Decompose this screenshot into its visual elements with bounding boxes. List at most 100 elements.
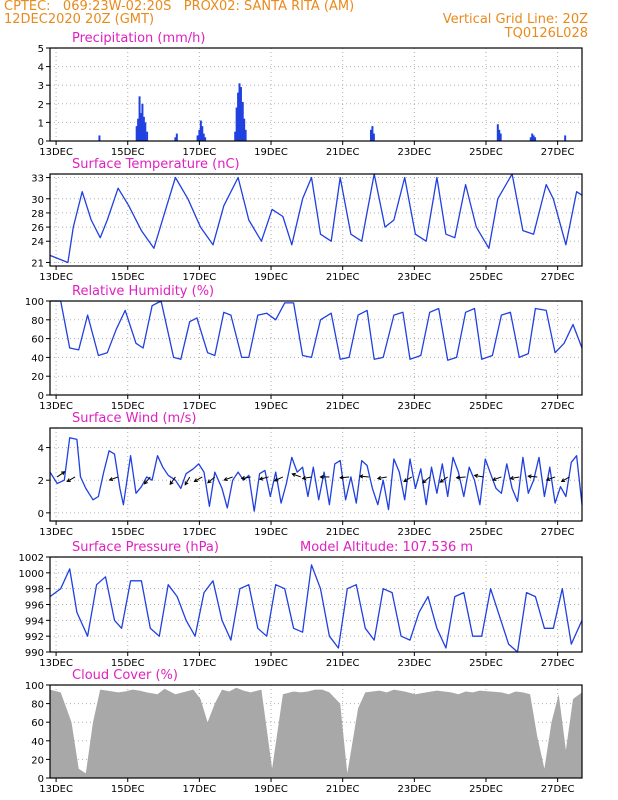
cloud-xtick-label: 15DEC <box>111 784 145 795</box>
wind-xtick-label: 19DEC <box>254 527 288 538</box>
wind-vector-head <box>184 481 189 486</box>
cloud-xtick-label: 17DEC <box>183 784 217 795</box>
precip-bar <box>237 92 240 141</box>
temp-xtick-label: 21DEC <box>326 272 360 283</box>
rh-xtick-label: 17DEC <box>183 401 217 412</box>
precip-bar <box>534 137 537 141</box>
pres-xtick-label: 19DEC <box>254 658 288 669</box>
temp-xtick-label: 27DEC <box>541 272 575 283</box>
precip-ytick-label: 5 <box>38 44 44 55</box>
wind-vector <box>194 476 203 482</box>
rh-title: Relative Humidity (%) <box>72 284 214 299</box>
precip-bar <box>146 131 149 141</box>
wind-vector <box>56 471 65 478</box>
temp-series-line <box>49 173 583 264</box>
precip-bar <box>137 118 140 141</box>
precip-frame <box>49 47 583 142</box>
header-datetime: 12DEC2020 20Z (GMT) <box>4 12 155 27</box>
pres-xtick-label: 23DEC <box>397 658 431 669</box>
pres-title: Surface Pressure (hPa) <box>72 540 219 555</box>
wind-vector-head <box>169 480 174 486</box>
rh-ytick-label: 60 <box>31 335 44 346</box>
wind-vector <box>340 476 350 479</box>
temp-xtick-label: 17DEC <box>183 272 217 283</box>
wind-vector-head <box>207 479 212 484</box>
precip-bar <box>141 103 144 141</box>
rh-ytick-label: 40 <box>31 353 44 364</box>
wind-vector <box>546 476 556 481</box>
temp-ytick-label: 21 <box>31 258 44 269</box>
precip-bar <box>138 96 141 141</box>
wind-vector-head <box>491 477 497 482</box>
rh-xtick-label: 23DEC <box>397 401 431 412</box>
wind-vector-head <box>527 474 532 479</box>
precip-ytick-label: 2 <box>38 100 44 111</box>
wind-vector-head <box>422 479 427 484</box>
cloud-xtick-label: 19DEC <box>254 784 288 795</box>
precip-bar <box>243 118 246 141</box>
precip-bar <box>372 133 375 141</box>
wind-vector <box>439 476 448 483</box>
temp-ytick-label: 28 <box>31 209 44 220</box>
wind-vector-head <box>240 475 246 481</box>
temp-ytick-label: 26 <box>31 223 44 234</box>
wind-frame <box>49 427 583 522</box>
cloud-xtick-label: 27DEC <box>541 784 575 795</box>
wind-series-line <box>49 437 583 512</box>
pres-ytick-label: 990 <box>25 648 44 659</box>
wind-vector-head <box>223 477 228 482</box>
rh-xtick-label: 25DEC <box>469 401 503 412</box>
cloud-xtick-label: 23DEC <box>397 784 431 795</box>
pres-xtick-label: 25DEC <box>469 658 503 669</box>
wind-vector-head <box>143 480 148 485</box>
rh-series-line <box>50 300 583 361</box>
wind-vector-head <box>545 477 551 482</box>
wind-vector-head <box>560 478 566 482</box>
precip-bar <box>235 107 238 141</box>
wind-vector <box>274 476 284 482</box>
wind-vector-head <box>376 475 382 481</box>
precip-bar <box>202 133 205 141</box>
precip-bar <box>244 129 247 141</box>
precip-bar <box>234 131 237 141</box>
cloud-ytick-label: 60 <box>31 718 44 729</box>
rh-ytick-label: 100 <box>25 297 44 308</box>
wind-vector-head <box>455 475 461 480</box>
precip-title: Precipitation (mm/h) <box>72 31 205 46</box>
precip-bar <box>241 101 244 141</box>
wind-ytick-label: 2 <box>38 476 44 487</box>
temp-ytick-label: 30 <box>31 195 44 206</box>
cloud-title: Cloud Cover (%) <box>72 668 178 683</box>
precip-bar <box>198 129 201 141</box>
wind-xtick-label: 13DEC <box>39 527 73 538</box>
temp-title: Surface Temperature (nC) <box>72 157 240 172</box>
cloud-ytick-label: 100 <box>25 681 44 692</box>
wind-vector-head <box>358 474 364 479</box>
wind-vector-head <box>258 476 264 481</box>
header-grid-line: Vertical Grid Line: 20Z <box>442 12 588 27</box>
wind-vector-head <box>473 473 479 478</box>
precip-bar <box>135 126 138 141</box>
header-model-id: TQ0126L028 <box>504 26 588 41</box>
precip-bar <box>98 135 101 141</box>
precip-bar <box>238 83 241 141</box>
precip-xtick-label: 25DEC <box>469 147 503 158</box>
precip-bar <box>199 120 202 141</box>
pres-series-line <box>49 564 583 653</box>
wind-vector <box>403 476 413 482</box>
header-station: CPTEC: 069:23W-02:20S PROX02: SANTA RITA… <box>4 0 355 14</box>
rh-xtick-label: 21DEC <box>326 401 360 412</box>
precip-bar <box>532 135 535 141</box>
cloud-ytick-label: 0 <box>38 774 44 785</box>
wind-vector-head <box>301 475 307 481</box>
precip-bar <box>144 122 147 141</box>
precip-bar <box>139 113 142 141</box>
wind-vector <box>422 476 431 484</box>
wind-vector <box>259 476 269 480</box>
wind-vector-head <box>66 478 71 482</box>
pres-subtitle: Model Altitude: 107.536 m <box>300 540 473 555</box>
cloud-ytick-label: 80 <box>31 700 44 711</box>
wind-vector-head <box>193 478 198 482</box>
pres-ytick-label: 1002 <box>19 553 44 564</box>
